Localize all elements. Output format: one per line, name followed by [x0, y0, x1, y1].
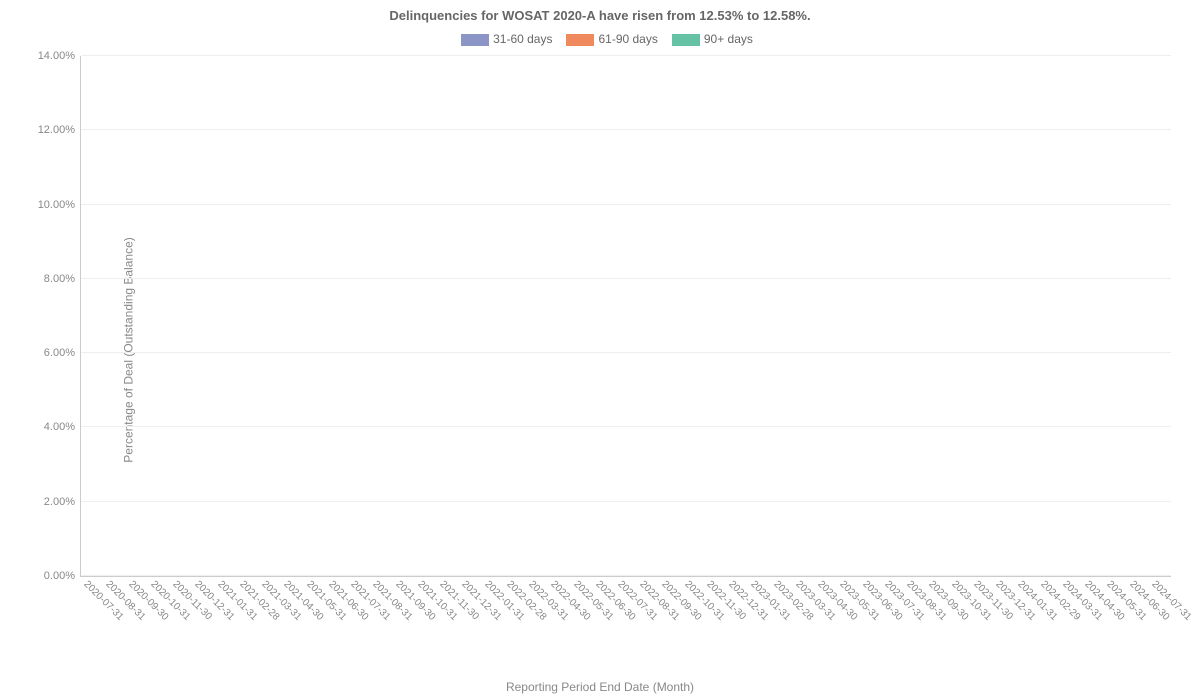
- y-tick-label: 6.00%: [15, 347, 81, 359]
- gridline: [81, 278, 1171, 279]
- gridline: [81, 204, 1171, 205]
- bars-container: 2020-07-312020-08-312020-09-302020-10-31…: [81, 56, 1171, 576]
- gridline: [81, 501, 1171, 502]
- legend-label: 61-90 days: [598, 32, 657, 46]
- gridline: [81, 575, 1171, 576]
- chart-title: Delinquencies for WOSAT 2020-A have rise…: [0, 8, 1200, 23]
- y-tick-label: 12.00%: [15, 124, 81, 136]
- y-tick-label: 10.00%: [15, 199, 81, 211]
- y-tick-label: 0.00%: [15, 570, 81, 582]
- y-tick-label: 14.00%: [15, 50, 81, 62]
- chart-legend: 31-60 days 61-90 days 90+ days: [0, 32, 1200, 46]
- legend-swatch: [672, 34, 700, 46]
- legend-swatch: [461, 34, 489, 46]
- y-tick-label: 4.00%: [15, 421, 81, 433]
- y-tick-label: 8.00%: [15, 273, 81, 285]
- delinquency-chart: Delinquencies for WOSAT 2020-A have rise…: [0, 0, 1200, 700]
- gridline: [81, 55, 1171, 56]
- plot-area: 2020-07-312020-08-312020-09-302020-10-31…: [80, 56, 1171, 577]
- y-tick-label: 2.00%: [15, 496, 81, 508]
- x-axis-label: Reporting Period End Date (Month): [0, 680, 1200, 694]
- legend-label: 31-60 days: [493, 32, 552, 46]
- gridline: [81, 426, 1171, 427]
- gridline: [81, 129, 1171, 130]
- legend-label: 90+ days: [704, 32, 753, 46]
- gridline: [81, 352, 1171, 353]
- legend-swatch: [566, 34, 594, 46]
